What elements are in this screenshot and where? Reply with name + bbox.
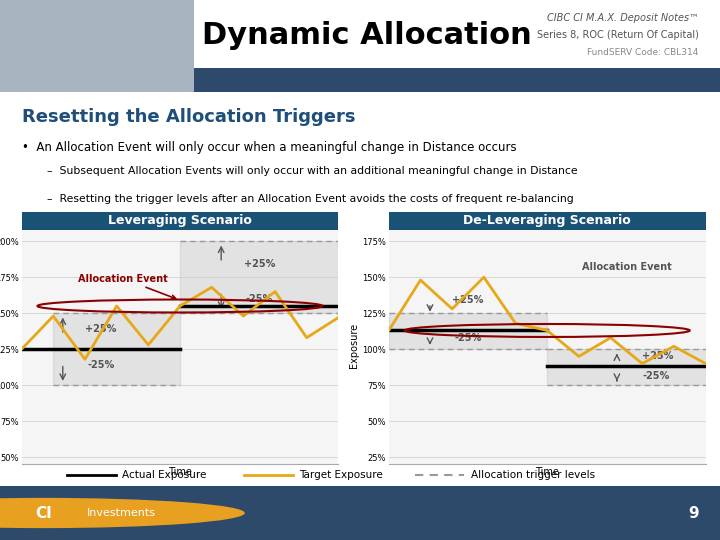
Bar [180,241,338,313]
FancyBboxPatch shape [194,68,720,92]
FancyBboxPatch shape [0,486,720,540]
Y-axis label: Exposure: Exposure [349,323,359,368]
Text: Series 8, ROC (Return Of Capital): Series 8, ROC (Return Of Capital) [536,30,698,40]
X-axis label: Time: Time [535,467,559,477]
Text: De-Leveraging Scenario: De-Leveraging Scenario [464,214,631,227]
Text: -25%: -25% [246,294,273,303]
Text: Allocation Event: Allocation Event [582,262,671,272]
Text: CI: CI [35,505,52,521]
Text: Allocation trigger levels: Allocation trigger levels [471,470,595,480]
Text: +25%: +25% [243,259,275,269]
Text: Resetting the Allocation Triggers: Resetting the Allocation Triggers [22,107,355,126]
Text: –  Resetting the trigger levels after an Allocation Event avoids the costs of fr: – Resetting the trigger levels after an … [47,194,574,204]
FancyBboxPatch shape [22,212,338,230]
Text: Allocation Event: Allocation Event [78,274,176,299]
Text: Target Exposure: Target Exposure [300,470,383,480]
Text: 9: 9 [688,505,698,521]
Text: -25%: -25% [642,372,670,381]
Bar [389,313,547,349]
Bar [53,313,180,385]
Text: -25%: -25% [87,360,114,370]
Text: +25%: +25% [452,295,484,305]
Bar [547,349,706,385]
Text: Investments: Investments [86,508,156,518]
Text: -25%: -25% [454,333,482,342]
X-axis label: Time: Time [168,467,192,477]
Text: CIBC CI M.A.X. Deposit Notes™: CIBC CI M.A.X. Deposit Notes™ [546,12,698,23]
Text: •  An Allocation Event will only occur when a meaningful change in Distance occu: • An Allocation Event will only occur wh… [22,141,516,154]
FancyBboxPatch shape [0,68,194,92]
Text: Dynamic Allocation: Dynamic Allocation [202,21,531,50]
Text: Leveraging Scenario: Leveraging Scenario [108,214,252,227]
Circle shape [0,498,245,528]
FancyBboxPatch shape [194,0,720,70]
Text: Actual Exposure: Actual Exposure [122,470,206,480]
Text: FundSERV Code: CBL314: FundSERV Code: CBL314 [587,48,698,57]
FancyBboxPatch shape [389,212,706,230]
Text: +25%: +25% [642,352,674,361]
Text: –  Subsequent Allocation Events will only occur with an additional meaningful ch: – Subsequent Allocation Events will only… [47,166,577,177]
Text: +25%: +25% [85,324,117,334]
FancyBboxPatch shape [0,0,194,70]
